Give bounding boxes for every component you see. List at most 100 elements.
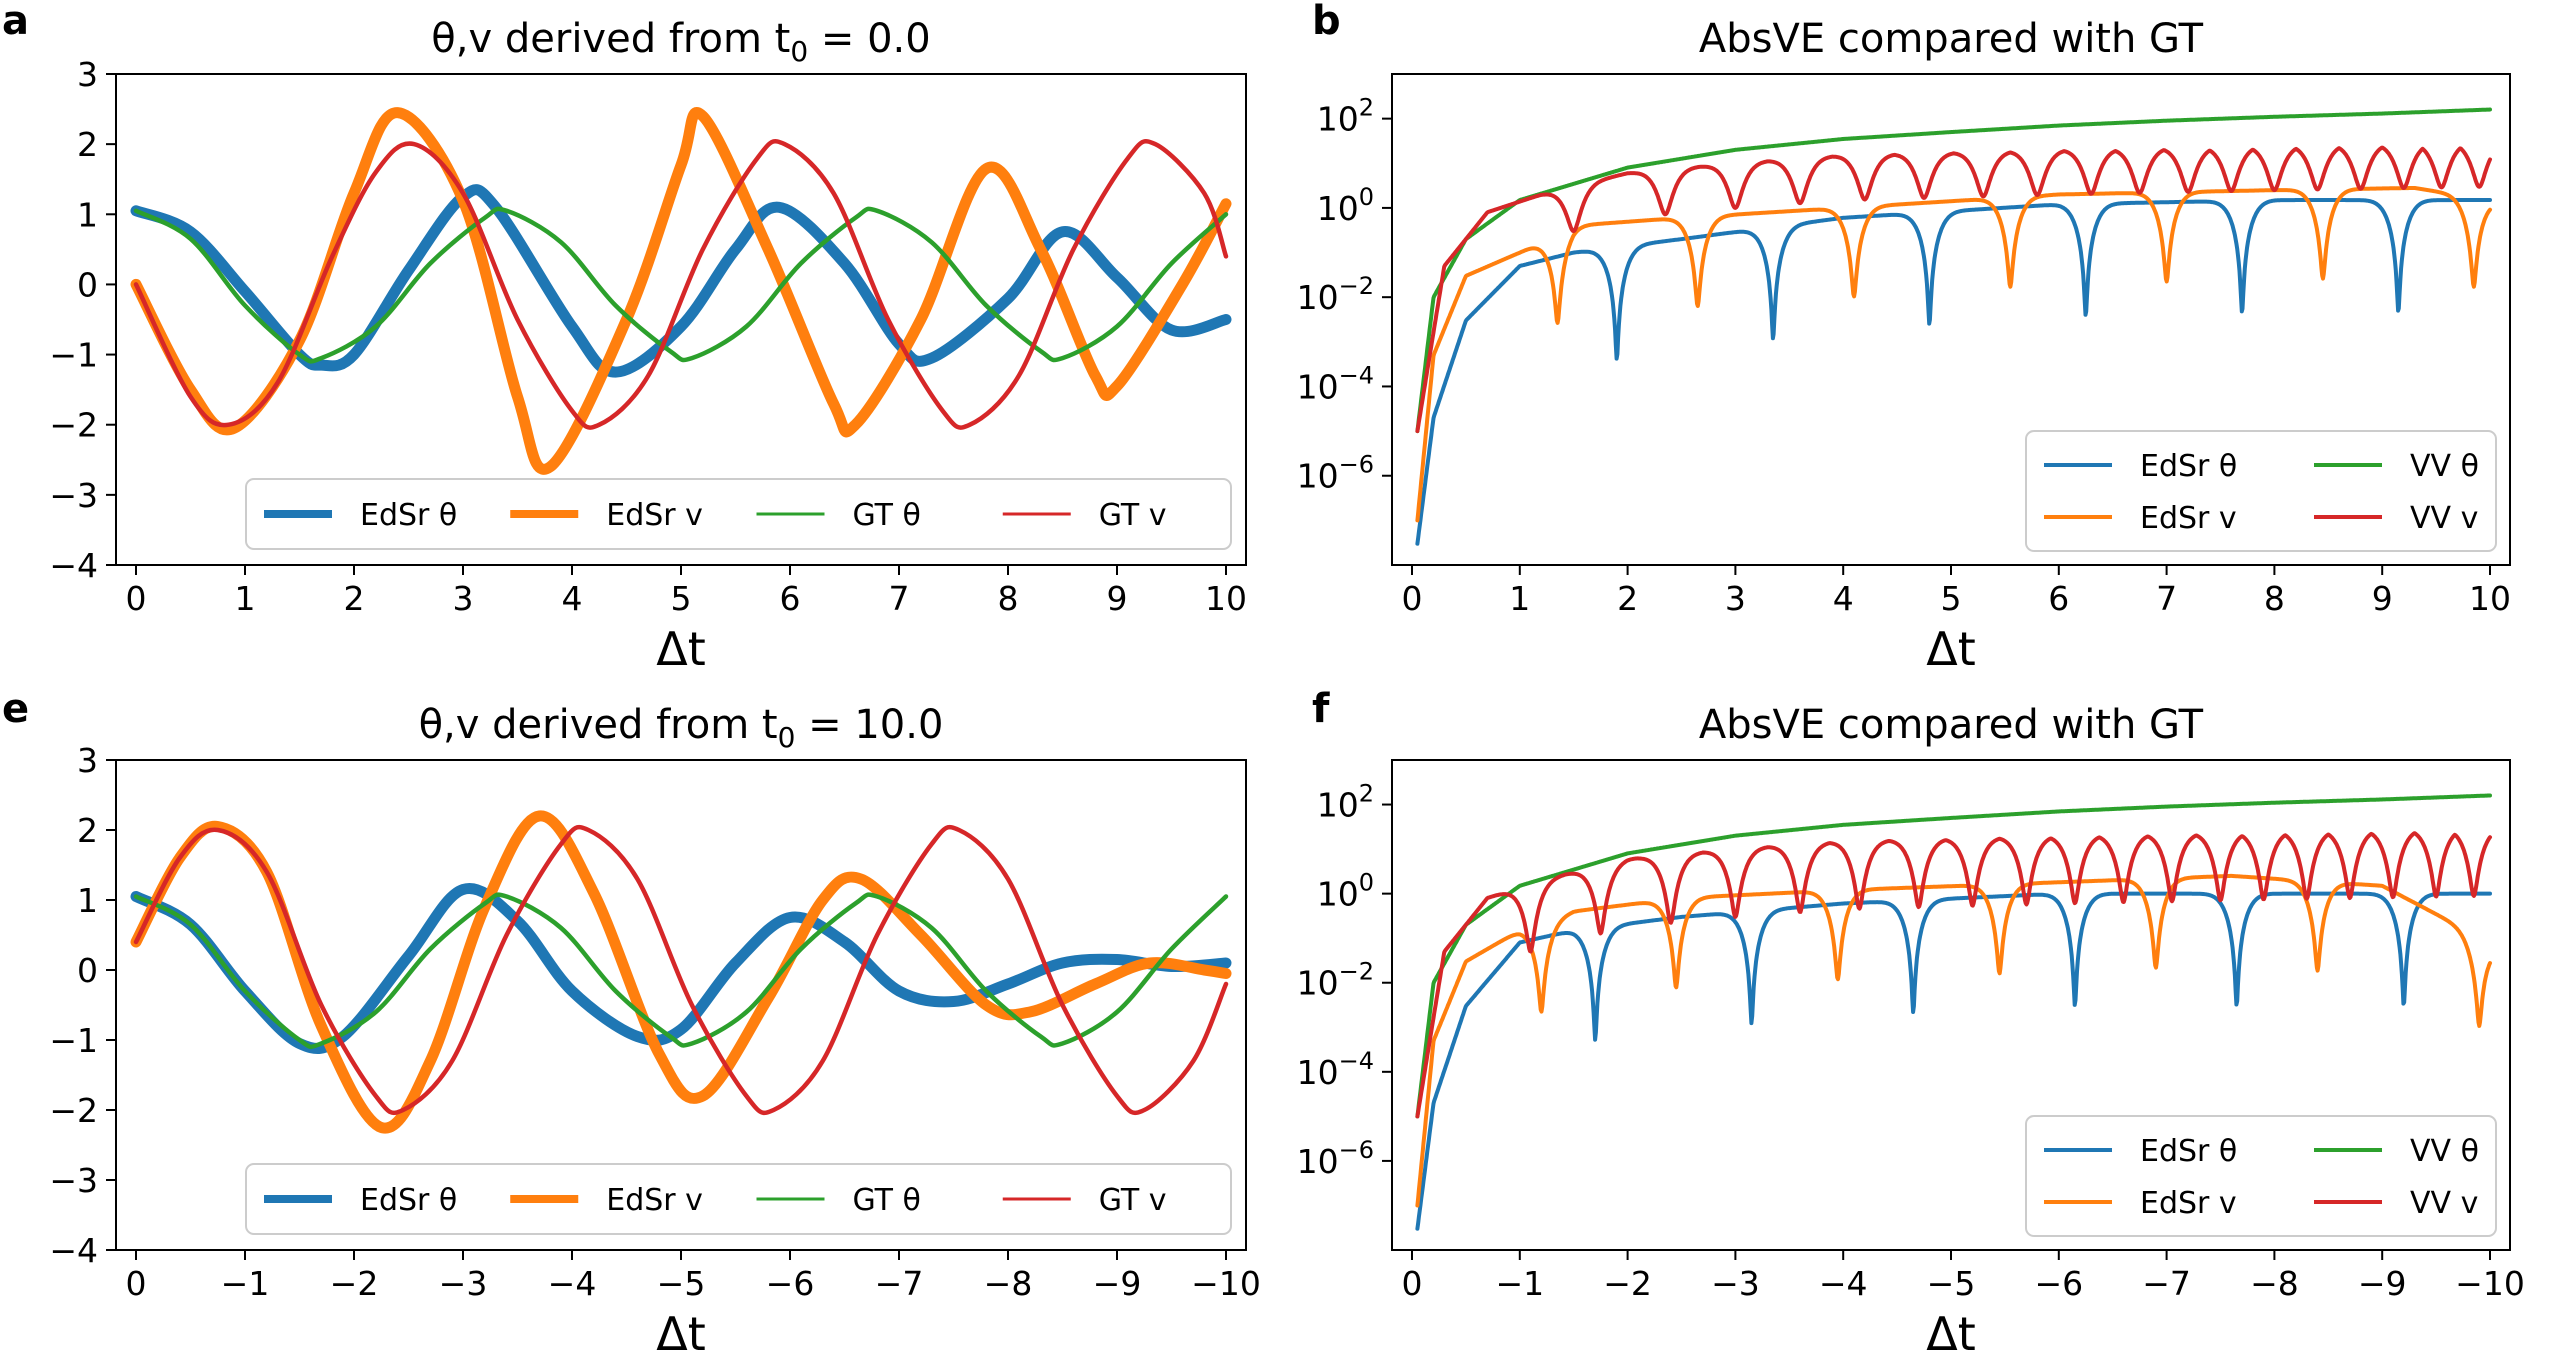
legend-label: EdSr v [606,1183,703,1218]
y-tick-exponent: −6 [1339,1136,1374,1164]
chart-title-main: AbsVE compared with GT [1699,702,2204,748]
x-tick-label: 6 [780,579,801,618]
x-tick-label: −9 [2358,1264,2407,1303]
y-tick-label: 0 [77,951,98,990]
x-tick-label: −2 [330,1264,379,1303]
legend-label: EdSr θ [2140,1134,2237,1169]
x-tick-label: 5 [1941,579,1962,618]
y-tick-exponent: −4 [1339,361,1374,389]
x-tick-label: 3 [1725,579,1746,618]
panel-f: f AbsVE compared with GT 0 −1 −2 −3 −4 −5 −6 −7 −8… [1297,686,2525,1361]
legend-label: EdSr v [606,498,703,533]
y-tick-label: 102 [1317,780,1374,825]
y-tick-base: 10 [1297,367,1339,406]
y-tick-label: −2 [49,1091,98,1130]
x-tick-label: 1 [1509,579,1530,618]
panel-letter: f [1312,686,1330,732]
series-line-vv [1415,107,2492,434]
x-tick-label: −8 [2250,1264,2299,1303]
x-tick-label: 4 [1833,579,1854,618]
x-tick-label: 10 [2469,579,2511,618]
plot-area [1415,793,2492,1231]
plot-area [130,810,1232,1134]
y-tick-label: 0 [77,265,98,304]
y-tick-label: 10−2 [1297,958,1374,1003]
y-tick-label: −2 [49,406,98,445]
chart-title: θ,v derived from t0 = 0.0 [431,16,930,68]
legend-label: GT v [1099,498,1167,533]
series-line-gt-v [133,139,1229,430]
x-tick-label: 5 [671,579,692,618]
y-tick-base: 10 [1317,875,1359,914]
x-tick-label: 6 [2048,579,2069,618]
series-line-edsr-v [130,107,1232,475]
x-tick-label: −6 [2034,1264,2083,1303]
y-tick-label: 10−6 [1297,451,1374,496]
legend-label: EdSr v [2140,501,2237,536]
legend-box [245,478,1232,550]
x-axis-label: Δt [656,1307,706,1361]
y-tick-label: 1 [77,195,98,234]
x-tick-label: −9 [1093,1264,1142,1303]
x-tick-label: 4 [562,579,583,618]
x-tick-label: 9 [2372,579,2393,618]
y-tick-label: 3 [77,741,98,780]
plot-area [130,107,1232,475]
x-tick-label: 9 [1107,579,1128,618]
panel-a: a θ,v derived from t0 = 0.00 1 2 3 4 5 6 7 8 9 10−4… [2,0,1247,676]
x-tick-label: 8 [2264,579,2285,618]
x-tick-label: 7 [889,579,910,618]
legend-label: EdSr θ [360,498,457,533]
chart-title-subscript: 0 [778,721,796,754]
y-tick-base: 10 [1297,1053,1339,1092]
y-tick-exponent: 0 [1359,869,1374,897]
y-tick-label: −3 [49,1161,98,1200]
panel-e: e θ,v derived from t0 = 10.00 −1 −2 −3 −4 −5 −6… [2,686,1261,1361]
y-tick-base: 10 [1297,457,1339,496]
series-line-edsr [1415,891,2492,1231]
x-tick-label: −1 [1495,1264,1544,1303]
y-tick-base: 10 [1317,189,1359,228]
x-tick-label: −1 [221,1264,270,1303]
y-tick-label: 10−2 [1297,272,1374,317]
y-tick-exponent: 0 [1359,183,1374,211]
x-tick-label: −4 [548,1264,597,1303]
y-tick-label: 10−6 [1297,1136,1374,1181]
legend: EdSr θ EdSr v VV θ VV v [2025,1115,2497,1237]
series-line-vv-v [1415,145,2492,434]
x-tick-label: −2 [1603,1264,1652,1303]
y-tick-label: −3 [49,476,98,515]
x-axis-label: Δt [656,622,706,676]
y-tick-exponent: −2 [1339,958,1374,986]
legend: EdSr θ EdSr v VV θ VV v [2025,430,2497,552]
x-tick-label: −5 [657,1264,706,1303]
y-tick-base: 10 [1317,100,1359,139]
y-tick-label: 2 [77,125,98,164]
chart-title-suffix: = 10.0 [795,702,943,748]
chart-title-suffix: = 0.0 [808,16,931,62]
x-tick-label: 7 [2156,579,2177,618]
x-tick-label: −3 [1711,1264,1760,1303]
x-tick-label: −5 [1927,1264,1976,1303]
x-axis-label: Δt [1926,1307,1976,1361]
chart-title-main: θ,v derived from t [419,702,778,748]
series-line-gt-v [133,825,1229,1115]
y-tick-label: 2 [77,811,98,850]
panel-b: b AbsVE compared with GT0 1 2 3 4 5 6 7 8 9 1010−61… [1297,0,2511,676]
legend-label: VV θ [2410,449,2479,484]
panel-letter: a [2,0,29,44]
legend-label: EdSr v [2140,1186,2237,1221]
x-tick-label: −10 [2455,1264,2525,1303]
y-tick-label: −4 [49,546,98,585]
legend-label: GT θ [853,1183,921,1218]
x-tick-label: −7 [2142,1264,2191,1303]
y-tick-base: 10 [1297,1142,1339,1181]
y-tick-label: 102 [1317,94,1374,139]
series-line-edsr-v [1415,186,2492,523]
y-tick-exponent: 2 [1359,780,1374,808]
y-tick-label: 1 [77,881,98,920]
y-tick-exponent: −2 [1339,272,1374,300]
chart-title-main: AbsVE compared with GT [1699,16,2204,62]
chart-title: AbsVE compared with GT [1699,702,2204,748]
